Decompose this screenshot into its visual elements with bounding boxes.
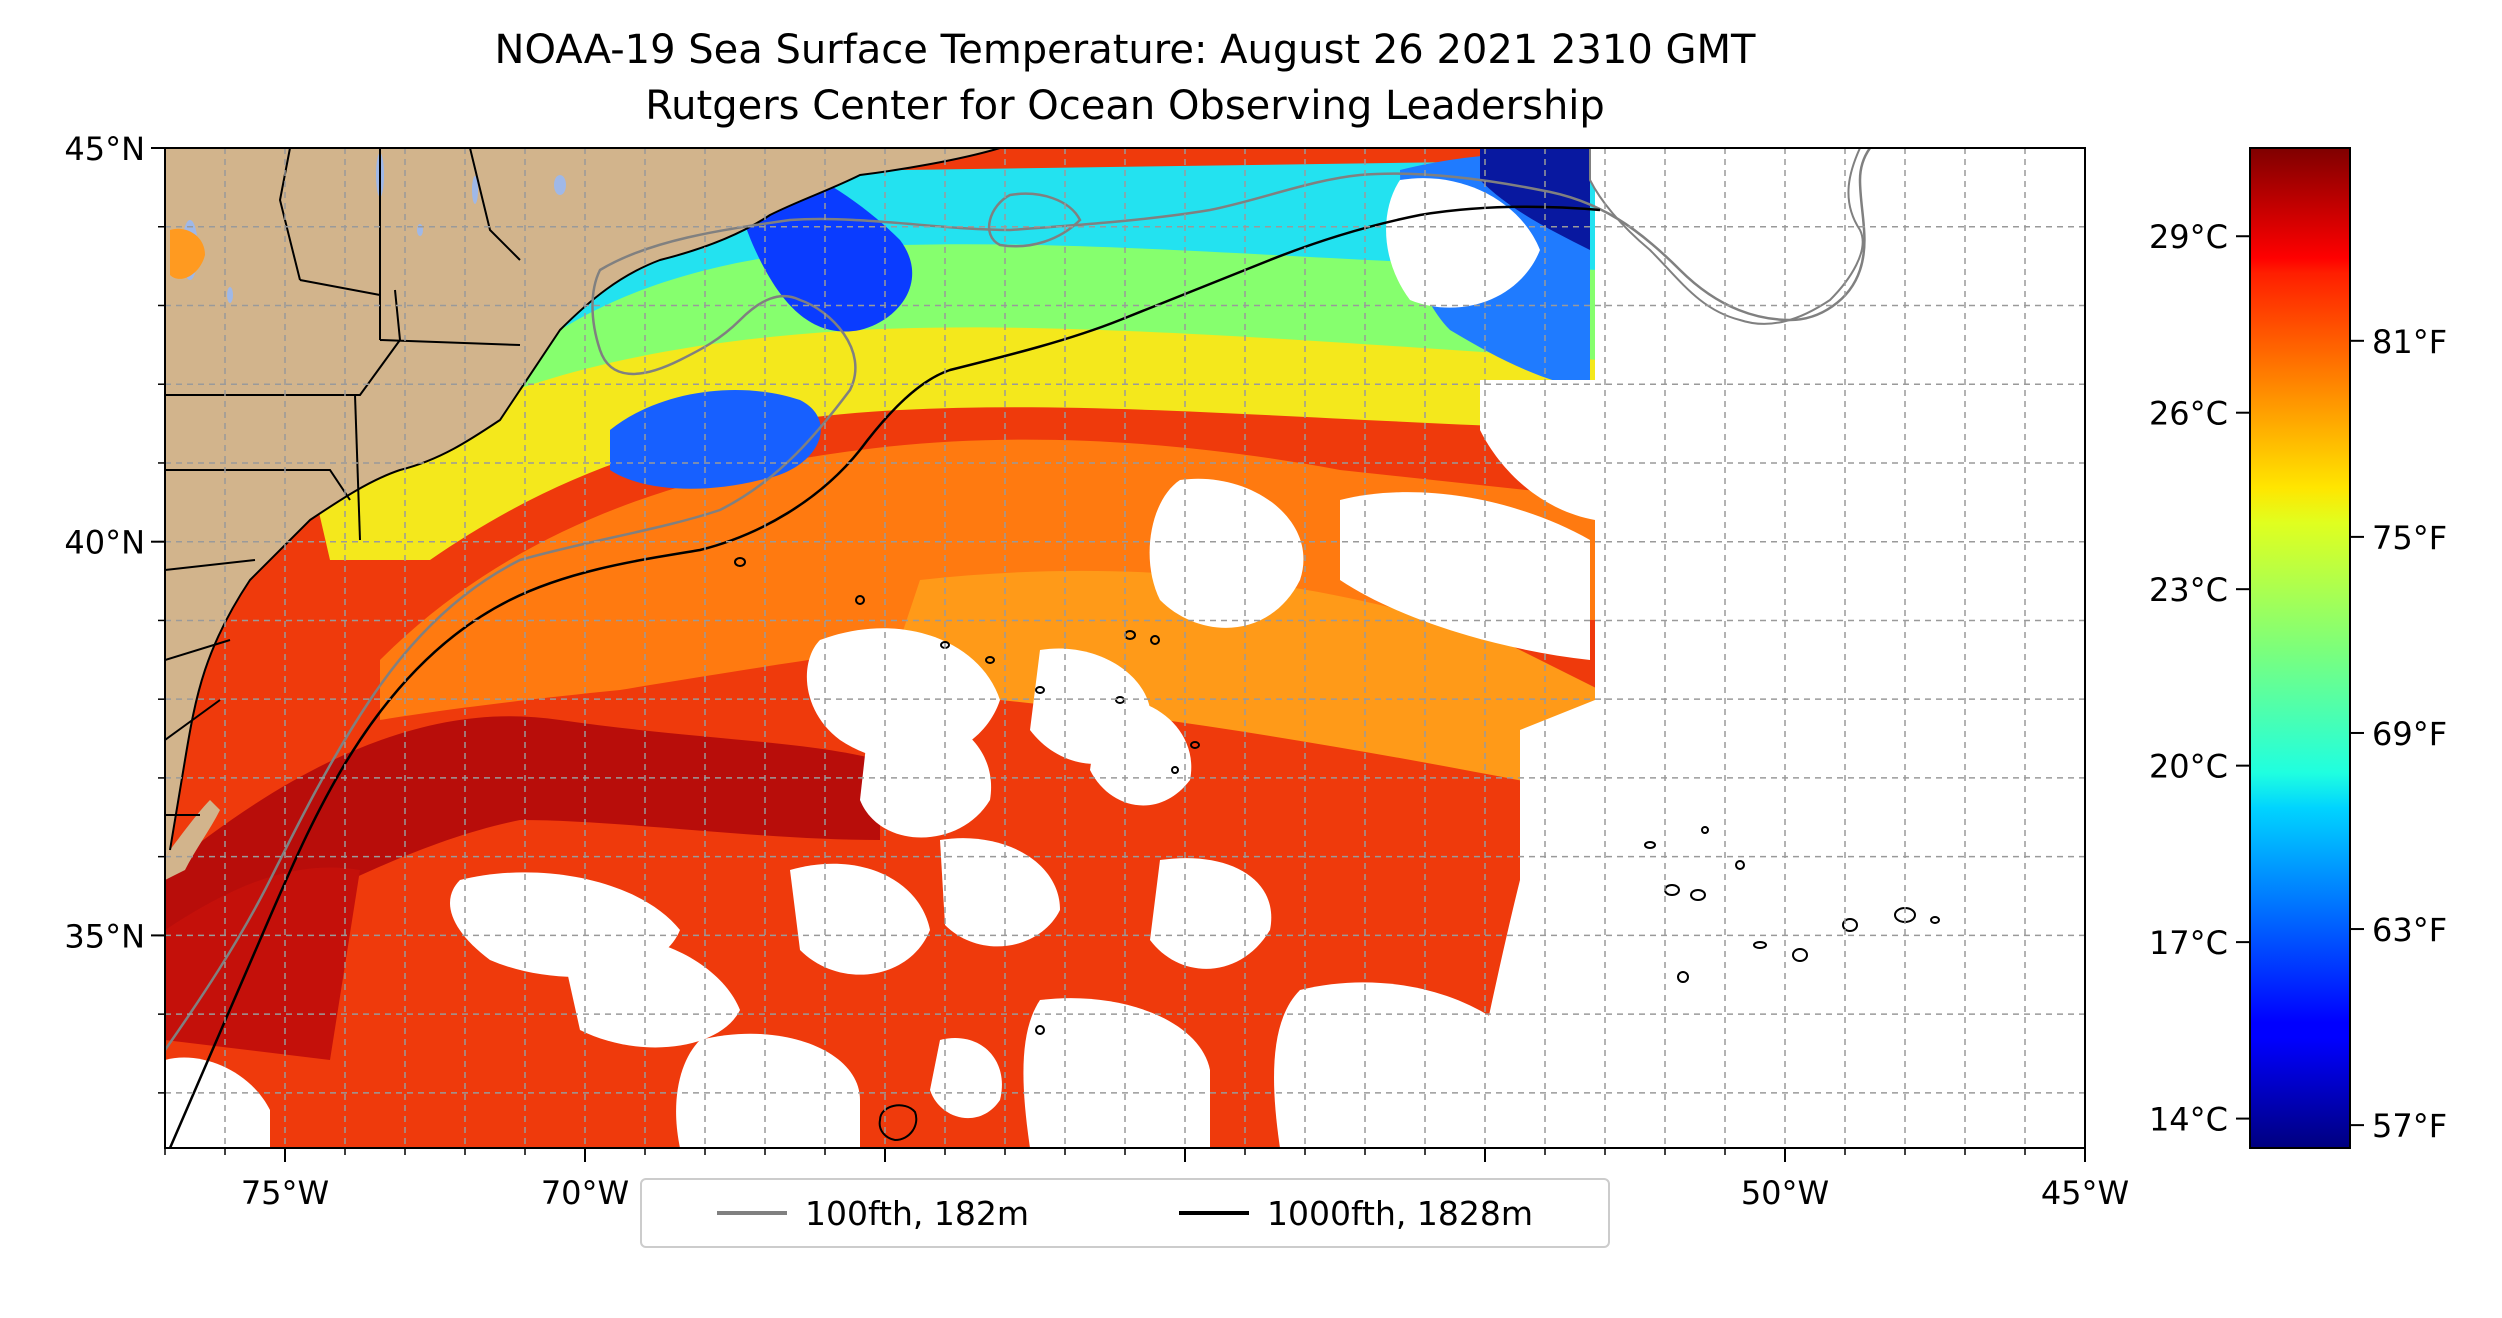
cloud-mask (165, 148, 2085, 1148)
state-border (379, 339, 521, 346)
chart-title: NOAA-19 Sea Surface Temperature: August … (494, 27, 1756, 73)
legend-item-1000fth: 1000fth, 1828m (1179, 1194, 1533, 1233)
isobath-1000fth (168, 205, 1601, 1148)
state-border (165, 469, 351, 501)
state-border (469, 148, 521, 261)
legend-swatch-100fth (717, 1211, 787, 1215)
cloud-patch (1274, 982, 1520, 1148)
colorbar-label-c: 26°C (2149, 395, 2228, 433)
seamount (1701, 826, 1709, 834)
tick-label-lon: 45°W (2041, 1174, 2129, 1212)
cloud-patch (676, 1033, 860, 1148)
lake (554, 175, 566, 195)
colorbar-label-f: 57°F (2372, 1107, 2447, 1145)
legend-label-100fth: 100fth, 182m (805, 1193, 1029, 1233)
legend: 100fth, 182m 1000fth, 1828m (640, 1178, 1610, 1248)
state-border (354, 394, 361, 541)
seamount (1677, 971, 1689, 983)
cloud-patch (1340, 492, 1590, 660)
no-data-east (1595, 148, 2085, 1148)
seamount (1735, 860, 1745, 870)
isobath-100fth-gom (988, 192, 1082, 248)
coastline (169, 148, 1001, 851)
gridlines (165, 148, 2085, 1148)
seamount (1690, 889, 1706, 901)
tick-label-lat: 40°N (64, 524, 145, 562)
seamount (1842, 918, 1858, 932)
isobath-100fth (165, 148, 1872, 1051)
sst-field-blue-georges (610, 390, 821, 489)
seamount (1190, 741, 1200, 749)
cloud-patch (560, 934, 740, 1048)
seamount (1115, 696, 1125, 704)
cloud-patch (1460, 700, 1595, 1148)
state-border (165, 559, 256, 571)
sst-field-hot-core (165, 716, 880, 980)
land-north-america (165, 148, 1000, 860)
sst-inland-lake (170, 228, 205, 279)
seamount (985, 656, 995, 664)
seamount (1644, 841, 1656, 849)
tick-label-lon: 70°W (541, 1174, 629, 1212)
seamount (1150, 635, 1160, 645)
legend-swatch-1000fth (1179, 1211, 1249, 1215)
cloud-patch (940, 838, 1060, 947)
cloud-patch (790, 863, 930, 975)
colorbar-ticks: 14°C 17°C 20°C 23°C 26°C 29°C 57°F 63°F 69°F 75°F… (2149, 218, 2447, 1145)
lake (227, 287, 233, 303)
colorbar-label-f: 81°F (2372, 323, 2447, 361)
seamount (855, 595, 865, 605)
cloud-patch (165, 1057, 270, 1148)
colorbar-label-c: 23°C (2149, 571, 2228, 609)
tick-label-lat: 45°N (64, 130, 145, 168)
tick-label-lon: 50°W (1741, 1174, 1829, 1212)
state-border (299, 279, 381, 296)
lake (472, 176, 478, 204)
colorbar-label-f: 75°F (2372, 519, 2447, 557)
cloud-patch (930, 1038, 1002, 1119)
colorbar-label-c: 14°C (2149, 1101, 2228, 1139)
cloud-patch (1023, 998, 1210, 1148)
seamount (1753, 941, 1767, 949)
cloud-patch (860, 708, 992, 838)
colorbar-label-f: 69°F (2372, 715, 2447, 753)
seamount (1930, 916, 1940, 924)
cloud-patch (1149, 478, 1304, 628)
sst-field-navy-ne (1480, 148, 1590, 250)
seamount (1792, 948, 1808, 962)
map-field (165, 148, 2085, 1148)
cloud-patch (1386, 178, 1540, 308)
seamount (1171, 766, 1179, 774)
colorbar (2249, 147, 2351, 1149)
colorbar-label-c: 17°C (2149, 924, 2228, 962)
legend-label-1000fth: 1000fth, 1828m (1267, 1193, 1533, 1233)
land-delmarva (165, 800, 220, 880)
tick-label-lon: 75°W (241, 1174, 329, 1212)
state-border (165, 639, 231, 661)
cloud-patch (1150, 858, 1272, 969)
land-nova-scotia (1589, 148, 1864, 325)
colorbar-label-c: 20°C (2149, 748, 2228, 786)
cloud-patch (1080, 698, 1142, 761)
colorbar-label-c: 29°C (2149, 218, 2228, 256)
seamount (1035, 686, 1045, 694)
state-borders (165, 148, 521, 816)
state-border (165, 289, 402, 396)
cloud-patch (1480, 380, 1595, 520)
sst-field-hot-core-2 (165, 867, 360, 1060)
seamounts (734, 557, 1940, 1142)
bermuda-outline (878, 1104, 918, 1142)
seamount (1035, 1025, 1045, 1035)
state-border (278, 148, 301, 281)
tick-label-lat: 35°N (64, 917, 145, 955)
sst-field-yellow (300, 299, 1600, 560)
chart-subtitle: Rutgers Center for Ocean Observing Leade… (645, 83, 1605, 129)
seamount (734, 557, 746, 567)
colorbar-label-f: 63°F (2372, 911, 2447, 949)
sst-field-orange-2 (880, 570, 1620, 800)
lake (417, 224, 423, 236)
legend-item-100fth: 100fth, 182m (717, 1194, 1029, 1233)
